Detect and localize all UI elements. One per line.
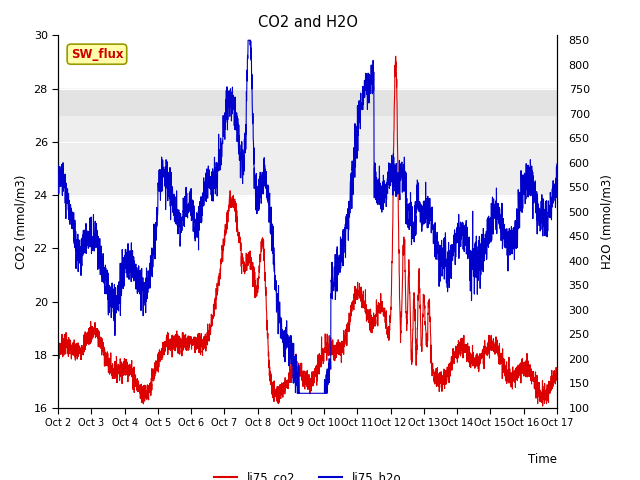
- Bar: [58, 89, 557, 195]
- Bar: [58, 89, 557, 115]
- Text: Time: Time: [528, 453, 557, 466]
- Y-axis label: H2O (mmol/m3): H2O (mmol/m3): [601, 174, 614, 269]
- Title: CO2 and H2O: CO2 and H2O: [257, 15, 358, 30]
- Legend: li75_co2, li75_h2o: li75_co2, li75_h2o: [209, 466, 406, 480]
- Y-axis label: CO2 (mmol/m3): CO2 (mmol/m3): [15, 174, 28, 269]
- Text: SW_flux: SW_flux: [70, 48, 123, 60]
